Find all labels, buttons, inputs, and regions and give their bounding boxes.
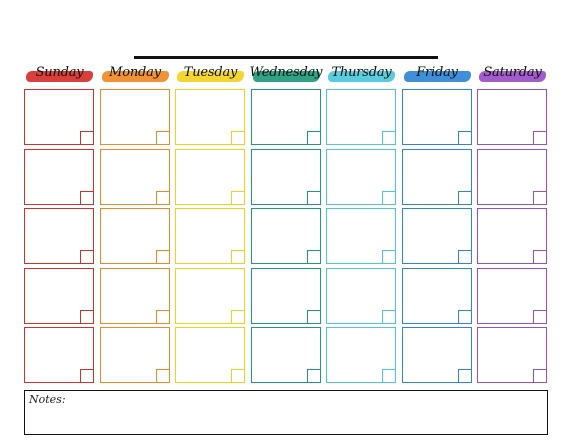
day-cell[interactable] bbox=[175, 148, 245, 205]
date-number-box[interactable] bbox=[80, 369, 93, 383]
date-number-box[interactable] bbox=[457, 190, 471, 204]
weekday-label: Tuesday bbox=[183, 65, 238, 80]
date-number-box[interactable] bbox=[231, 369, 244, 383]
weekday-header-wednesday: Wednesday bbox=[249, 64, 324, 86]
date-number-box[interactable] bbox=[155, 131, 169, 144]
weekday-label: Thursday bbox=[331, 65, 392, 80]
date-number-box[interactable] bbox=[155, 190, 169, 204]
date-number-box[interactable] bbox=[382, 309, 395, 323]
date-number-box[interactable] bbox=[306, 309, 320, 323]
weekday-color-swatch bbox=[479, 71, 546, 82]
day-cell[interactable] bbox=[477, 267, 547, 324]
date-number-box[interactable] bbox=[382, 190, 395, 204]
weekday-color-swatch bbox=[177, 71, 244, 82]
day-cell[interactable] bbox=[477, 208, 547, 265]
date-number-box[interactable] bbox=[533, 250, 546, 264]
date-number-box[interactable] bbox=[533, 309, 546, 323]
weekday-color-swatch bbox=[328, 71, 395, 82]
weekday-label: Friday bbox=[416, 65, 458, 80]
weekday-label: Sunday bbox=[35, 65, 84, 80]
date-number-box[interactable] bbox=[533, 131, 546, 144]
date-number-box[interactable] bbox=[80, 309, 93, 323]
day-cell[interactable] bbox=[250, 327, 321, 384]
title-line bbox=[134, 56, 438, 59]
day-cell[interactable] bbox=[99, 148, 170, 205]
weekday-color-swatch bbox=[101, 71, 169, 82]
date-number-box[interactable] bbox=[533, 369, 546, 383]
day-cell[interactable] bbox=[326, 267, 396, 324]
date-number-box[interactable] bbox=[306, 250, 320, 264]
day-cell[interactable] bbox=[326, 148, 396, 205]
day-cell[interactable] bbox=[250, 208, 321, 265]
date-number-box[interactable] bbox=[231, 250, 244, 264]
date-number-box[interactable] bbox=[382, 369, 395, 383]
date-number-box[interactable] bbox=[80, 131, 93, 144]
weekday-header-row: Sunday Monday Tuesday Wednesday Thursday Frid… bbox=[22, 64, 552, 86]
date-number-box[interactable] bbox=[306, 369, 320, 383]
weekday-header-tuesday: Tuesday bbox=[173, 64, 248, 86]
weekday-header-friday: Friday bbox=[400, 64, 475, 86]
day-cell[interactable] bbox=[175, 267, 245, 324]
weekday-color-swatch bbox=[403, 71, 471, 82]
date-number-box[interactable] bbox=[382, 250, 395, 264]
day-cell[interactable] bbox=[401, 89, 472, 145]
notes-box[interactable]: Notes: bbox=[24, 390, 548, 435]
date-number-box[interactable] bbox=[306, 131, 320, 144]
day-cell[interactable] bbox=[99, 208, 170, 265]
day-cell[interactable] bbox=[477, 89, 547, 145]
date-number-box[interactable] bbox=[231, 190, 244, 204]
notes-label: Notes: bbox=[29, 393, 66, 406]
day-cell[interactable] bbox=[326, 89, 396, 145]
weekday-header-sunday: Sunday bbox=[22, 64, 97, 86]
day-cell[interactable] bbox=[477, 327, 547, 384]
day-cell[interactable] bbox=[24, 327, 94, 384]
weekday-label: Saturday bbox=[483, 65, 542, 80]
day-cell[interactable] bbox=[24, 208, 94, 265]
date-number-box[interactable] bbox=[155, 369, 169, 383]
date-number-box[interactable] bbox=[80, 190, 93, 204]
day-cell[interactable] bbox=[250, 148, 321, 205]
day-cell[interactable] bbox=[99, 267, 170, 324]
weekday-header-thursday: Thursday bbox=[324, 64, 399, 86]
date-number-box[interactable] bbox=[457, 309, 471, 323]
day-cell[interactable] bbox=[250, 267, 321, 324]
date-number-box[interactable] bbox=[155, 309, 169, 323]
date-number-box[interactable] bbox=[457, 131, 471, 144]
weekday-header-monday: Monday bbox=[98, 64, 173, 86]
date-number-box[interactable] bbox=[155, 250, 169, 264]
day-cell[interactable] bbox=[326, 208, 396, 265]
weekday-color-swatch bbox=[26, 71, 93, 82]
weekday-color-swatch bbox=[252, 71, 320, 82]
day-cell[interactable] bbox=[401, 208, 472, 265]
day-cell[interactable] bbox=[24, 267, 94, 324]
day-cell[interactable] bbox=[477, 148, 547, 205]
weekday-label: Monday bbox=[109, 65, 161, 80]
day-cell[interactable] bbox=[401, 267, 472, 324]
day-cell[interactable] bbox=[99, 327, 170, 384]
date-number-box[interactable] bbox=[80, 250, 93, 264]
date-number-box[interactable] bbox=[457, 250, 471, 264]
day-cell[interactable] bbox=[99, 89, 170, 145]
date-number-box[interactable] bbox=[306, 190, 320, 204]
date-number-box[interactable] bbox=[231, 309, 244, 323]
weekday-label: Wednesday bbox=[249, 65, 323, 80]
day-cell[interactable] bbox=[250, 89, 321, 145]
day-cell[interactable] bbox=[175, 327, 245, 384]
date-number-box[interactable] bbox=[231, 131, 244, 144]
weekday-header-saturday: Saturday bbox=[475, 64, 550, 86]
day-cell[interactable] bbox=[401, 148, 472, 205]
date-number-box[interactable] bbox=[457, 369, 471, 383]
day-cell[interactable] bbox=[24, 148, 94, 205]
day-cell[interactable] bbox=[175, 89, 245, 145]
day-cell[interactable] bbox=[24, 89, 94, 145]
date-number-box[interactable] bbox=[533, 190, 546, 204]
day-cell[interactable] bbox=[401, 327, 472, 384]
date-number-box[interactable] bbox=[382, 131, 395, 144]
day-cell[interactable] bbox=[175, 208, 245, 265]
day-cell[interactable] bbox=[326, 327, 396, 384]
